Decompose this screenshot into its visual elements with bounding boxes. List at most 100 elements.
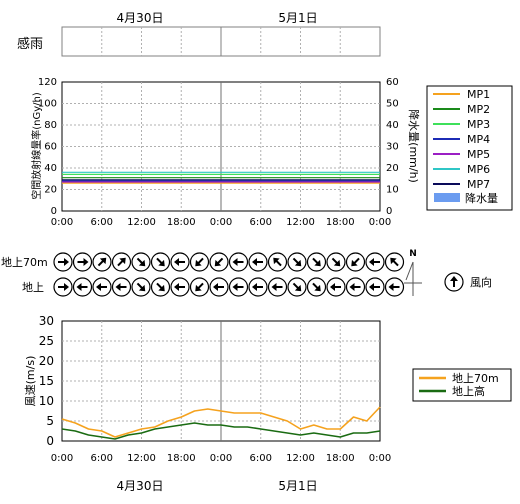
wind-ytick-label: 30 <box>39 314 54 328</box>
wind-arrow-icon <box>345 277 366 297</box>
precip-ytick-label: 10 <box>386 185 399 196</box>
radiation-xtick-label: 0:00 <box>369 217 391 228</box>
wind-arrow-head <box>314 284 321 292</box>
wind-arrow-icon <box>209 252 229 272</box>
wind-arrow-icon <box>228 252 249 272</box>
radiation-xtick-label: 18:00 <box>167 217 196 228</box>
wind-arrow-icon <box>111 277 132 297</box>
wind-arrow-head <box>369 258 374 266</box>
wind-line-1 <box>61 422 381 440</box>
wind-arrow-head <box>115 283 121 291</box>
wind-arrow-head <box>76 283 82 291</box>
wind-arrow-head <box>174 283 179 291</box>
legend-label-mp7: MP7 <box>467 178 490 191</box>
wind-arrow-icon <box>326 277 346 297</box>
wind-arrow-head <box>64 283 69 291</box>
radiation-xtick-label: 6:00 <box>250 217 272 228</box>
wind-arrow-icon <box>170 277 190 297</box>
wind-arrow-icon <box>306 277 327 297</box>
wind-arrow-icon <box>189 252 210 272</box>
wind-ytick-label: 20 <box>39 354 54 368</box>
precip-ytick-label: 40 <box>386 120 399 131</box>
wind-arrow-head <box>138 284 146 292</box>
wind-arrow-icon <box>267 277 288 297</box>
wind-arrow-head <box>314 259 321 267</box>
date-label-top-2: 5月1日 <box>278 11 317 25</box>
north-label: N <box>409 249 417 259</box>
radiation-xtick-label: 12:00 <box>286 217 315 228</box>
wind-arrow-head <box>195 284 202 292</box>
radiation-legend-box <box>426 85 513 211</box>
wind-arrow-head <box>99 257 107 265</box>
wind-arrow-icon <box>170 252 190 272</box>
wind-legend-label: 風向 <box>470 275 492 289</box>
wind-arrow-head <box>83 258 89 266</box>
radiation-ytick-label: 20 <box>44 185 57 196</box>
wind-xtick-label: 0:00 <box>210 453 232 464</box>
precip-ytick-label: 60 <box>386 77 399 88</box>
rain-row <box>61 26 381 57</box>
radiation-ytick-label: 100 <box>38 99 57 110</box>
radiation-ytick-label: 80 <box>44 120 57 131</box>
wind-arrow-head <box>252 258 257 266</box>
wind-arrow-head <box>195 259 202 267</box>
wind-arrow-icon <box>111 252 132 272</box>
wind-arrow-icon <box>384 252 405 272</box>
legend-label-mp1: MP1 <box>467 88 490 101</box>
wind-legend-label: 地上高 <box>452 384 485 398</box>
wind-arrow-icon <box>92 252 112 272</box>
wind-arrow-head <box>138 259 146 267</box>
wind-arrow-icon <box>248 252 268 272</box>
precip-ylabel: 降水量(mm/h) <box>407 109 421 183</box>
wind-xtick-label: 18:00 <box>167 453 196 464</box>
north-compass-icon: N <box>404 249 422 296</box>
wind-xtick-label: 0:00 <box>369 453 391 464</box>
wind-xtick-label: 0:00 <box>51 453 73 464</box>
wind-arrow-head <box>119 257 126 265</box>
wind-arrow-icon <box>150 252 171 272</box>
radiation-xtick-label: 0:00 <box>51 217 73 228</box>
wind-arrow-head <box>349 283 355 291</box>
date-label-bottom-2: 5月1日 <box>278 479 317 493</box>
wind-ytick-label: 5 <box>46 414 54 428</box>
precip-ytick-label: 0 <box>386 206 392 217</box>
radiation-xtick-label: 18:00 <box>326 217 355 228</box>
wind-arrow-head <box>388 283 394 291</box>
rain-row-label: 感雨 <box>17 36 43 52</box>
wind-arrow-icon <box>131 252 151 272</box>
legend-label-mp4: MP4 <box>467 133 490 146</box>
wind-arrow-icon <box>384 277 405 297</box>
wind-arrow-icon <box>365 277 385 297</box>
radiation-ytick-label: 40 <box>44 163 57 174</box>
wind-arrow-head <box>64 258 69 266</box>
wind-ytick-label: 15 <box>39 374 54 388</box>
radiation-xtick-label: 6:00 <box>91 217 113 228</box>
wind-arrow-icon <box>365 252 385 272</box>
wind-arrow-head <box>369 283 374 291</box>
wind-arrow-head <box>330 283 335 291</box>
wind-arrow-head <box>351 259 358 267</box>
wind-xtick-label: 18:00 <box>326 453 355 464</box>
wind-arrow-icon <box>326 252 346 272</box>
wind-legend-label: 地上70m <box>452 372 499 385</box>
wind-legend-box <box>412 368 512 402</box>
wind-arrow-icon <box>287 252 307 272</box>
wind-arrow-head <box>96 283 101 291</box>
wind-row-label: 地上70m <box>1 256 48 269</box>
wind-arrow-head <box>174 258 179 266</box>
wind-xtick-label: 12:00 <box>286 453 315 464</box>
wind-ytick-label: 0 <box>46 434 54 448</box>
radiation-xtick-label: 0:00 <box>210 217 232 228</box>
wind-arrow-head <box>390 257 397 265</box>
wind-arrow-icon <box>72 252 93 272</box>
wind-arrow-head <box>294 259 302 267</box>
wind-arrow-head <box>271 283 277 291</box>
legend-label-mp2: MP2 <box>467 103 490 116</box>
legend-label-mp5: MP5 <box>467 148 490 161</box>
date-label-top-1: 4月30日 <box>117 11 164 25</box>
legend-label-precip: 降水量 <box>465 191 498 205</box>
wind-arrow-icon <box>209 277 229 297</box>
wind-direction-rows: 地上70m 地上 <box>1 252 405 297</box>
